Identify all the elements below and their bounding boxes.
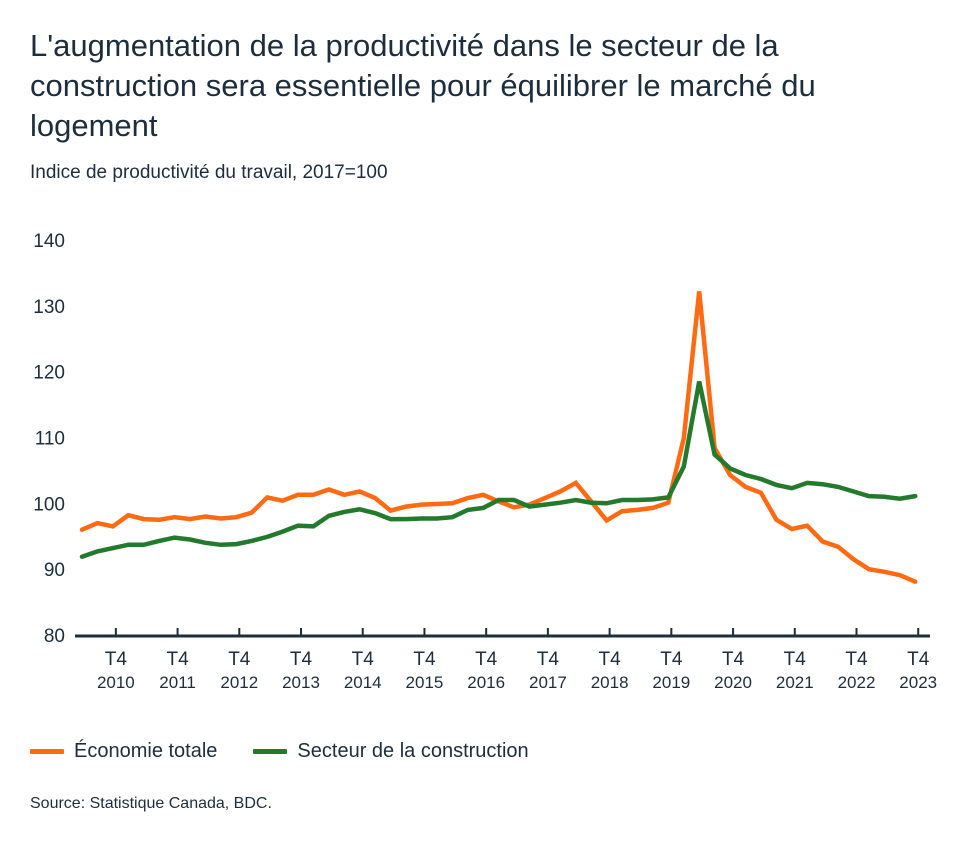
x-axis: T4 2010 T4 2011 T4 2012 T4 2013 T4 2014 T4 2015 T4 20… xyxy=(97,628,937,692)
legend-label: Secteur de la construction xyxy=(297,740,529,762)
x-tick-quarter: T4 xyxy=(599,649,622,670)
x-tick-year: 2011 xyxy=(159,673,196,692)
x-tick-quarter: T4 xyxy=(722,649,745,670)
legend-item-economie-totale: Économie totale xyxy=(30,740,217,763)
x-tick-quarter: T4 xyxy=(537,649,560,670)
chart-subtitle: Indice de productivité du travail, 2017=… xyxy=(30,162,388,183)
x-tick-year: 2016 xyxy=(467,673,505,692)
x-tick-year: 2012 xyxy=(220,673,258,692)
plot-area xyxy=(79,291,918,584)
x-tick-quarter: T4 xyxy=(845,649,868,670)
x-tick-year: 2010 xyxy=(97,673,135,692)
x-tick-quarter: T4 xyxy=(475,649,498,670)
x-tick-year: 2014 xyxy=(344,673,382,692)
x-tick-year: 2022 xyxy=(838,673,876,692)
legend: Économie totale Secteur de la constructi… xyxy=(30,740,565,763)
y-tick-label: 110 xyxy=(35,429,65,450)
source-note: Source: Statistique Canada, BDC. xyxy=(30,795,272,812)
series-line-0 xyxy=(79,291,918,584)
legend-swatch-orange xyxy=(30,749,64,754)
x-tick-quarter: T4 xyxy=(660,649,683,670)
x-tick-year: 2019 xyxy=(652,673,690,692)
y-tick-label: 80 xyxy=(44,626,65,647)
chart-title: L'augmentation de la productivité dans l… xyxy=(30,28,816,143)
legend-label: Économie totale xyxy=(74,740,218,762)
x-tick-year: 2023 xyxy=(899,673,937,692)
x-tick-quarter: T4 xyxy=(228,649,251,670)
x-tick-year: 2013 xyxy=(282,673,320,692)
y-tick-label: 100 xyxy=(33,494,65,515)
y-tick-label: 120 xyxy=(33,363,65,384)
legend-swatch-green xyxy=(253,749,288,754)
x-tick-quarter: T4 xyxy=(290,649,313,670)
x-tick-year: 2020 xyxy=(714,673,752,692)
series-line-1 xyxy=(79,381,918,559)
y-tick-label: 140 xyxy=(33,231,65,252)
legend-item-construction: Secteur de la construction xyxy=(253,740,529,763)
x-tick-year: 2017 xyxy=(529,673,567,692)
x-tick-quarter: T4 xyxy=(166,649,189,670)
x-tick-year: 2018 xyxy=(591,673,629,692)
x-tick-quarter: T4 xyxy=(105,649,128,670)
x-tick-year: 2015 xyxy=(406,673,444,692)
y-tick-label: 130 xyxy=(33,297,65,318)
x-tick-year: 2021 xyxy=(776,673,814,692)
x-tick-quarter: T4 xyxy=(413,649,436,670)
y-axis: 80 90 100 110 120 130 140 xyxy=(33,231,65,647)
x-tick-quarter: T4 xyxy=(907,649,930,670)
x-tick-quarter: T4 xyxy=(784,649,807,670)
x-tick-quarter: T4 xyxy=(352,649,375,670)
y-tick-label: 90 xyxy=(44,560,65,581)
